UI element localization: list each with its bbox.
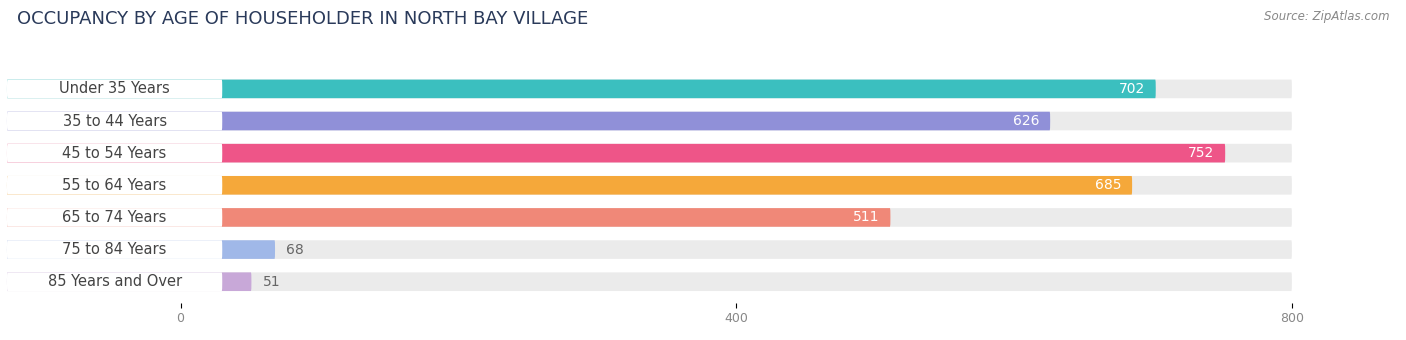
FancyBboxPatch shape — [7, 240, 1292, 259]
FancyBboxPatch shape — [7, 240, 222, 259]
FancyBboxPatch shape — [7, 80, 1292, 98]
FancyBboxPatch shape — [7, 208, 222, 227]
Text: 55 to 64 Years: 55 to 64 Years — [62, 178, 167, 193]
Text: 752: 752 — [1188, 146, 1215, 160]
FancyBboxPatch shape — [7, 240, 276, 259]
FancyBboxPatch shape — [7, 176, 1132, 194]
Text: 45 to 54 Years: 45 to 54 Years — [62, 146, 167, 161]
Text: 702: 702 — [1118, 82, 1144, 96]
FancyBboxPatch shape — [7, 80, 1156, 98]
FancyBboxPatch shape — [7, 144, 222, 163]
FancyBboxPatch shape — [7, 272, 1292, 291]
Text: 51: 51 — [263, 275, 280, 289]
Text: 75 to 84 Years: 75 to 84 Years — [62, 242, 167, 257]
FancyBboxPatch shape — [7, 272, 252, 291]
FancyBboxPatch shape — [7, 112, 1292, 130]
Text: 68: 68 — [287, 242, 304, 257]
FancyBboxPatch shape — [7, 272, 222, 291]
FancyBboxPatch shape — [7, 112, 222, 130]
FancyBboxPatch shape — [7, 144, 1292, 163]
Text: Under 35 Years: Under 35 Years — [59, 81, 170, 96]
FancyBboxPatch shape — [7, 80, 222, 98]
Text: Source: ZipAtlas.com: Source: ZipAtlas.com — [1264, 10, 1389, 23]
FancyBboxPatch shape — [7, 176, 1292, 194]
FancyBboxPatch shape — [7, 208, 1292, 227]
FancyBboxPatch shape — [7, 112, 1050, 130]
Text: 511: 511 — [853, 210, 879, 224]
Text: 85 Years and Over: 85 Years and Over — [48, 274, 181, 289]
Text: OCCUPANCY BY AGE OF HOUSEHOLDER IN NORTH BAY VILLAGE: OCCUPANCY BY AGE OF HOUSEHOLDER IN NORTH… — [17, 10, 588, 28]
Text: 35 to 44 Years: 35 to 44 Years — [62, 114, 167, 129]
Text: 65 to 74 Years: 65 to 74 Years — [62, 210, 167, 225]
FancyBboxPatch shape — [7, 144, 1225, 163]
Text: 626: 626 — [1012, 114, 1039, 128]
FancyBboxPatch shape — [7, 208, 890, 227]
Text: 685: 685 — [1094, 178, 1121, 192]
FancyBboxPatch shape — [7, 176, 222, 194]
